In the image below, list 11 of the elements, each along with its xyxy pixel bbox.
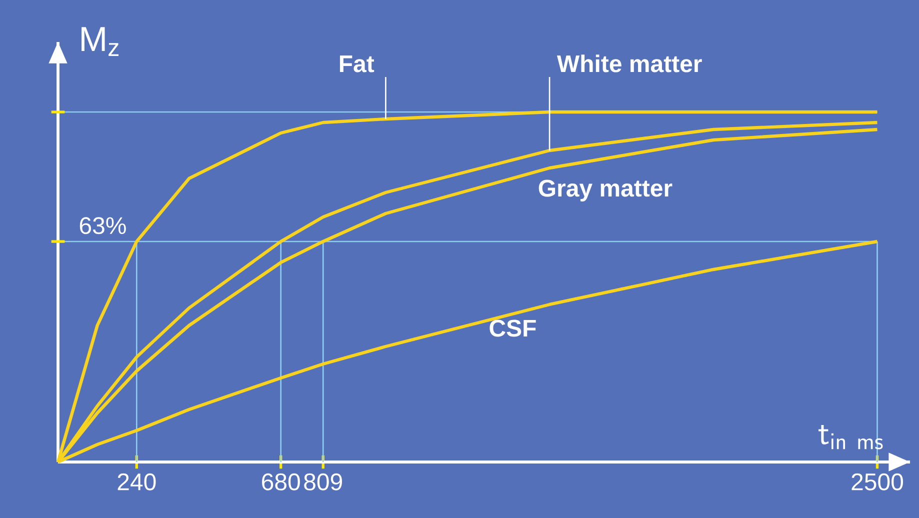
series-label: Fat bbox=[340, 56, 374, 72]
ref-line-label: 63% bbox=[80, 217, 126, 234]
series-label: Gray matter bbox=[538, 180, 672, 202]
x-tick-label: 680 bbox=[262, 473, 300, 490]
x-tick-label: 809 bbox=[304, 473, 342, 490]
y-axis-title: M$_{z}$ bbox=[82, 27, 119, 56]
series-label: CSF bbox=[490, 320, 536, 337]
x-tick-label: 240 bbox=[118, 473, 156, 490]
x-axis-title: $\mathsf{t}_{\mathsf{in\ ms}}$ bbox=[818, 424, 883, 450]
text: White matter bbox=[556, 54, 702, 72]
x-tick-label: 2500 bbox=[852, 473, 903, 490]
